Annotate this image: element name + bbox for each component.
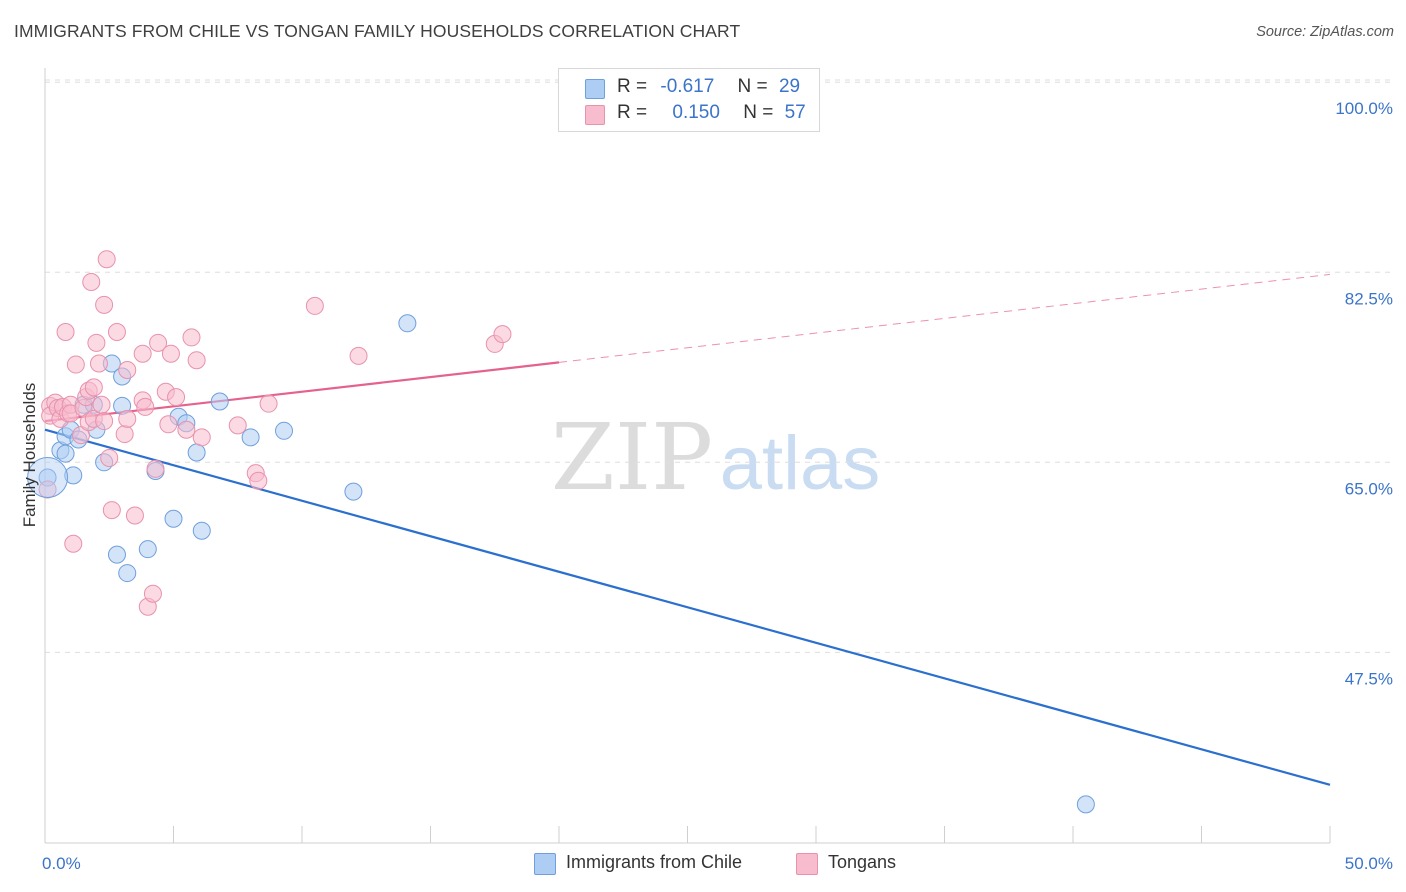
grid [45, 79, 1393, 653]
legend-text-tongans: R = 0.150 N = 57 [617, 102, 806, 123]
bottom-legend-label-tongans: Tongans [828, 852, 897, 872]
point-tongans-45 [177, 420, 196, 439]
point-tongans-31 [118, 409, 137, 428]
point-chile-22 [192, 521, 211, 540]
y-axis-label: Family Households [20, 383, 39, 528]
data-points [27, 250, 1095, 814]
legend-text-chile: R = -0.617 N = 29 [617, 76, 801, 97]
y-tick-label-3: 100.0% [1335, 99, 1393, 118]
point-tongans-30 [115, 425, 134, 444]
point-tongans-44 [167, 388, 186, 407]
point-tongans-27 [100, 448, 119, 467]
point-tongans-51 [249, 471, 268, 490]
bottom-legend-label-chile: Immigrants from Chile [566, 852, 743, 872]
point-tongans-54 [349, 346, 368, 365]
point-chile-cluster [27, 457, 69, 499]
point-tongans-35 [133, 344, 152, 363]
point-tongans-40 [149, 333, 168, 352]
point-tongans-46 [182, 328, 201, 347]
point-chile-25 [275, 421, 294, 440]
watermark-zip: ZIP [551, 404, 713, 511]
point-tongans-28 [102, 501, 121, 520]
point-chile-2 [56, 444, 75, 463]
point-tongans-56 [493, 325, 512, 344]
point-tongans-19 [84, 378, 103, 397]
point-chile-12 [107, 545, 126, 564]
point-tongans-36 [136, 397, 155, 416]
point-tongans-25 [95, 295, 114, 314]
axes [44, 68, 1331, 844]
watermark-atlas: atlas [720, 421, 881, 506]
point-tongans-23 [92, 395, 111, 414]
point-chile-14 [118, 564, 137, 583]
y-tick-label-1: 65.0% [1345, 479, 1393, 498]
point-tongans-11 [64, 534, 83, 553]
legend-swatch-chile [585, 79, 605, 99]
point-tongans-26 [97, 250, 116, 269]
x-tick-label-1: 50.0% [1345, 854, 1393, 873]
point-tongans-22 [89, 354, 108, 373]
point-tongans-47 [187, 351, 206, 370]
point-tongans-24 [95, 412, 114, 431]
point-tongans-12 [66, 355, 85, 374]
chart-title: IMMIGRANTS FROM CHILE VS TONGAN FAMILY H… [14, 21, 741, 41]
tick-labels: 47.5% 65.0% 82.5% 100.0% 0.0% 50.0% [42, 99, 1393, 873]
correlation-legend: R = -0.617 N = 29 R = 0.150 N = 57 [558, 68, 820, 132]
bottom-legend-swatch-tongans [796, 853, 818, 875]
point-tongans-48 [192, 428, 211, 447]
point-tongans-33 [125, 506, 144, 525]
y-tick-label-0: 47.5% [1345, 669, 1393, 688]
point-tongans-39 [146, 459, 165, 478]
legend-swatch-tongans [585, 105, 605, 125]
source-credit: Source: ZipAtlas.com [1256, 24, 1394, 40]
point-chile-16 [138, 540, 157, 559]
point-tongans-18 [82, 273, 101, 292]
point-tongans-21 [87, 333, 106, 352]
trend-lines [44, 273, 1331, 786]
point-tongans-29 [107, 322, 126, 341]
point-tongans-53 [305, 296, 324, 315]
point-chile-27 [398, 314, 417, 333]
point-tongans-42 [159, 415, 178, 434]
y-tick-label-2: 82.5% [1345, 289, 1393, 308]
watermark: ZIP atlas [551, 404, 880, 511]
point-tongans-7 [56, 322, 75, 341]
x-tick-label-0: 0.0% [42, 854, 81, 873]
point-tongans-38 [143, 584, 162, 603]
trend-line-tongans-extension [558, 273, 1331, 363]
bottom-legend-swatch-chile [534, 853, 556, 875]
point-tongans-43 [161, 344, 180, 363]
point-chile-24 [241, 428, 260, 447]
point-chile-5 [64, 466, 83, 485]
point-tongans-52 [259, 394, 278, 413]
point-tongans-32 [118, 360, 137, 379]
point-chile-21 [187, 443, 206, 462]
point-chile-23 [210, 392, 229, 411]
point-tongans-49 [228, 416, 247, 435]
point-chile-26 [344, 482, 363, 501]
point-chile-18 [164, 509, 183, 528]
point-chile-28 [1076, 795, 1095, 814]
